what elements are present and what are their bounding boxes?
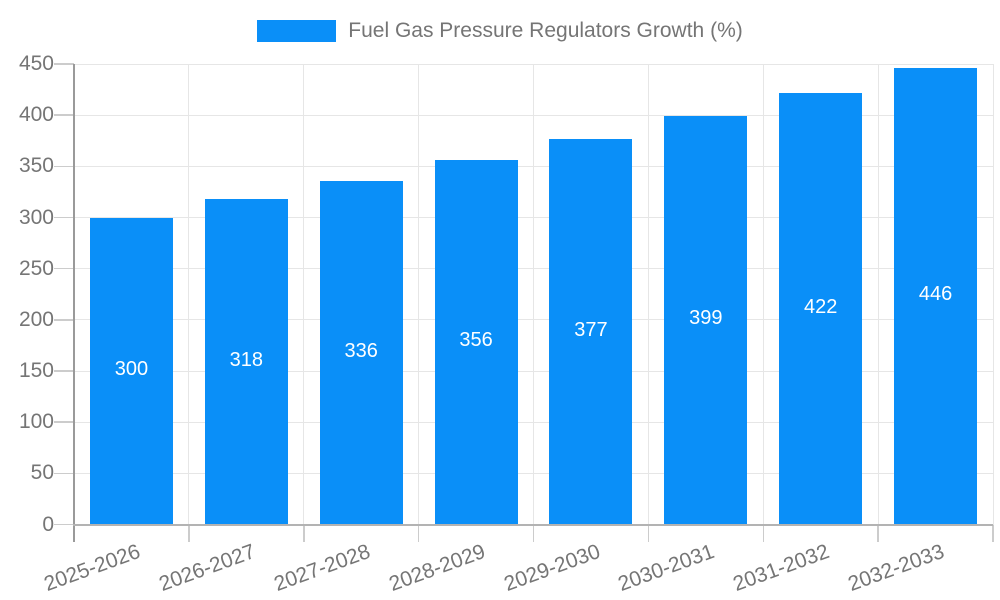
gridline-v — [647, 64, 649, 525]
bar[interactable] — [204, 199, 288, 525]
bar-value-label: 399 — [689, 307, 723, 330]
x-tick-mark — [188, 524, 190, 542]
bar[interactable] — [549, 138, 633, 525]
y-tick-label: 400 — [18, 103, 54, 127]
y-tick-label: 250 — [18, 256, 54, 280]
x-tick-mark — [992, 524, 994, 542]
y-tick-mark — [54, 63, 74, 65]
x-tick-mark — [303, 524, 305, 542]
y-tick-label: 50 — [30, 461, 54, 485]
bar-value-label: 422 — [804, 295, 838, 318]
y-tick-mark — [54, 165, 74, 168]
legend[interactable]: Fuel Gas Pressure Regulators Growth (%) — [0, 19, 1000, 43]
x-tick-label: 2031-2032 — [730, 540, 833, 596]
x-tick-label: 2032-2033 — [845, 540, 948, 596]
bar[interactable] — [89, 217, 173, 525]
bar-value-label: 300 — [114, 358, 149, 380]
y-tick-mark — [54, 267, 74, 270]
y-tick-label: 300 — [18, 205, 54, 229]
y-tick-mark — [54, 421, 74, 423]
y-tick-label: 350 — [18, 154, 54, 178]
x-tick-label: 2027-2028 — [270, 540, 374, 596]
y-tick-mark — [54, 216, 74, 219]
x-tick-label: 2028-2029 — [385, 540, 488, 596]
x-tick-mark — [762, 524, 764, 542]
bar[interactable] — [779, 92, 863, 525]
y-tick-label: 200 — [18, 307, 54, 331]
y-tick-label: 150 — [18, 359, 54, 382]
y-tick-label: 100 — [18, 410, 54, 434]
gridline-v — [992, 64, 994, 525]
gridline-v — [418, 64, 420, 525]
x-tick-mark — [647, 524, 650, 542]
x-baseline — [72, 523, 993, 526]
gridline-v — [188, 64, 190, 525]
bar-value-label: 336 — [344, 339, 378, 362]
x-tick-label: 2026-2027 — [155, 540, 259, 596]
x-tick-mark — [877, 524, 879, 542]
y-tick-mark — [54, 472, 74, 475]
gridline-v — [533, 64, 534, 525]
y-tick-label: 450 — [18, 52, 54, 75]
gridline-v — [303, 64, 305, 525]
y-tick-mark — [54, 319, 74, 321]
y-tick-mark — [54, 114, 74, 116]
bar-value-label: 356 — [459, 329, 493, 352]
y-tick-label: 0 — [42, 512, 54, 536]
bar-value-label: 446 — [918, 283, 953, 306]
gridline-v — [762, 64, 764, 525]
bar[interactable] — [319, 180, 403, 525]
x-tick-label: 2030-2031 — [615, 540, 718, 596]
bar[interactable] — [894, 68, 978, 525]
x-tick-label: 2029-2030 — [500, 540, 603, 596]
bar-value-label: 318 — [229, 348, 263, 371]
legend-label: Fuel Gas Pressure Regulators Growth (%) — [348, 19, 743, 42]
x-tick-label: 2025-2026 — [41, 540, 144, 596]
legend-swatch-icon — [257, 20, 337, 42]
bar[interactable] — [664, 116, 748, 525]
y-axis-line — [72, 64, 75, 542]
x-tick-mark — [417, 524, 420, 542]
bar[interactable] — [434, 160, 518, 525]
gridline-v — [877, 64, 879, 525]
x-tick-mark — [532, 524, 535, 542]
y-tick-mark — [54, 370, 74, 372]
y-tick-mark — [54, 523, 74, 526]
bar-value-label: 377 — [574, 318, 608, 341]
